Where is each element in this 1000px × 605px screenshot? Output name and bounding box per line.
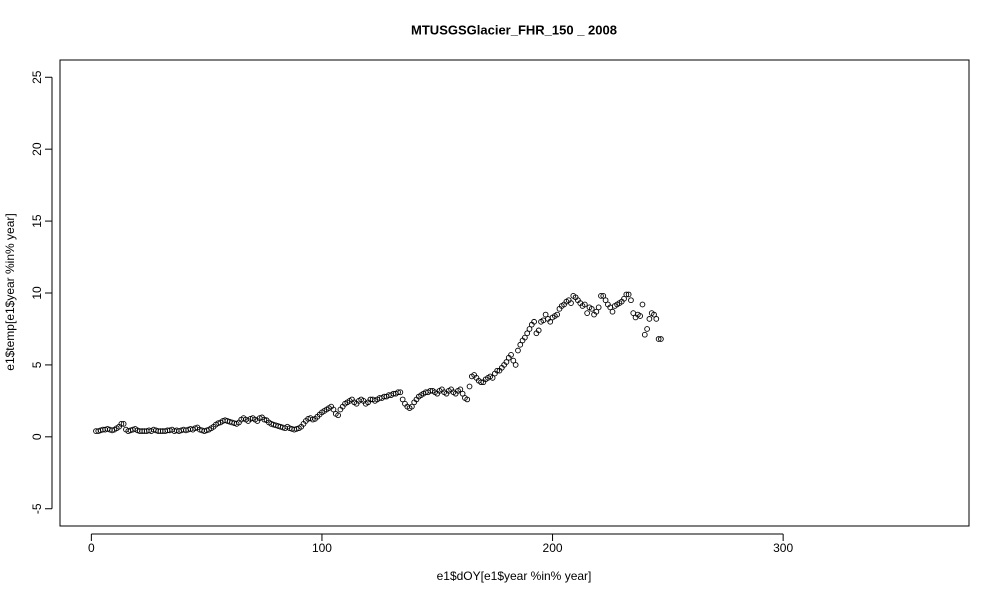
point	[118, 421, 125, 427]
point	[609, 308, 616, 315]
point	[655, 336, 662, 342]
point	[120, 421, 127, 427]
y-tick-label: 10	[30, 286, 44, 300]
point	[395, 389, 401, 396]
x-axis-label: e1$dOY[e1$year %in% year]	[437, 569, 592, 583]
y-tick-label: 15	[30, 214, 44, 228]
y-tick-label: -5	[30, 503, 44, 514]
point	[644, 326, 650, 332]
point	[397, 389, 404, 396]
point	[651, 311, 657, 318]
point	[595, 304, 602, 311]
y-axis-label: e1$temp[e1$year %in% year]	[3, 213, 17, 370]
point	[623, 291, 630, 298]
point	[466, 383, 473, 390]
point	[588, 305, 595, 312]
point	[554, 311, 561, 318]
point	[547, 318, 554, 325]
point	[503, 359, 510, 365]
x-tick-label: 300	[773, 541, 793, 555]
point	[459, 390, 466, 397]
point	[639, 301, 646, 308]
y-tick-label: 25	[30, 70, 44, 84]
point	[335, 412, 341, 419]
point	[531, 318, 537, 325]
point	[584, 310, 590, 316]
point	[489, 375, 496, 381]
point	[593, 308, 600, 315]
point	[512, 362, 519, 368]
point	[478, 379, 484, 386]
point	[203, 427, 210, 434]
point	[628, 297, 634, 304]
point	[309, 416, 316, 423]
point	[517, 341, 524, 348]
point	[464, 396, 471, 403]
point	[637, 313, 644, 319]
point	[109, 427, 115, 434]
point	[658, 336, 664, 342]
point	[542, 311, 549, 318]
point	[261, 416, 268, 423]
point	[602, 297, 609, 304]
point	[568, 300, 574, 306]
point	[646, 316, 653, 322]
point	[330, 406, 337, 413]
point	[457, 386, 464, 393]
point	[600, 293, 607, 299]
y-tick-label: 0	[30, 433, 44, 440]
point	[522, 334, 528, 341]
x-tick-label: 0	[88, 541, 95, 555]
y-tick-label: 5	[30, 361, 44, 368]
chart-title: MTUSGSGlacier_FHR_150 _ 2008	[411, 22, 617, 37]
point	[621, 295, 627, 302]
point	[409, 403, 415, 410]
x-tick-label: 200	[543, 541, 563, 555]
point	[515, 347, 521, 354]
y-tick-label: 20	[30, 142, 44, 156]
point	[526, 326, 533, 332]
point	[598, 293, 604, 299]
point	[581, 301, 588, 308]
point	[510, 357, 517, 364]
point	[524, 330, 531, 337]
point	[641, 331, 648, 338]
point	[215, 420, 222, 427]
point	[508, 351, 514, 358]
point	[494, 367, 501, 374]
x-tick-label: 100	[312, 541, 332, 555]
point	[653, 316, 660, 322]
point	[625, 291, 632, 298]
plot-box	[59, 59, 970, 527]
point	[535, 327, 542, 334]
point	[399, 396, 406, 403]
point	[293, 426, 300, 432]
